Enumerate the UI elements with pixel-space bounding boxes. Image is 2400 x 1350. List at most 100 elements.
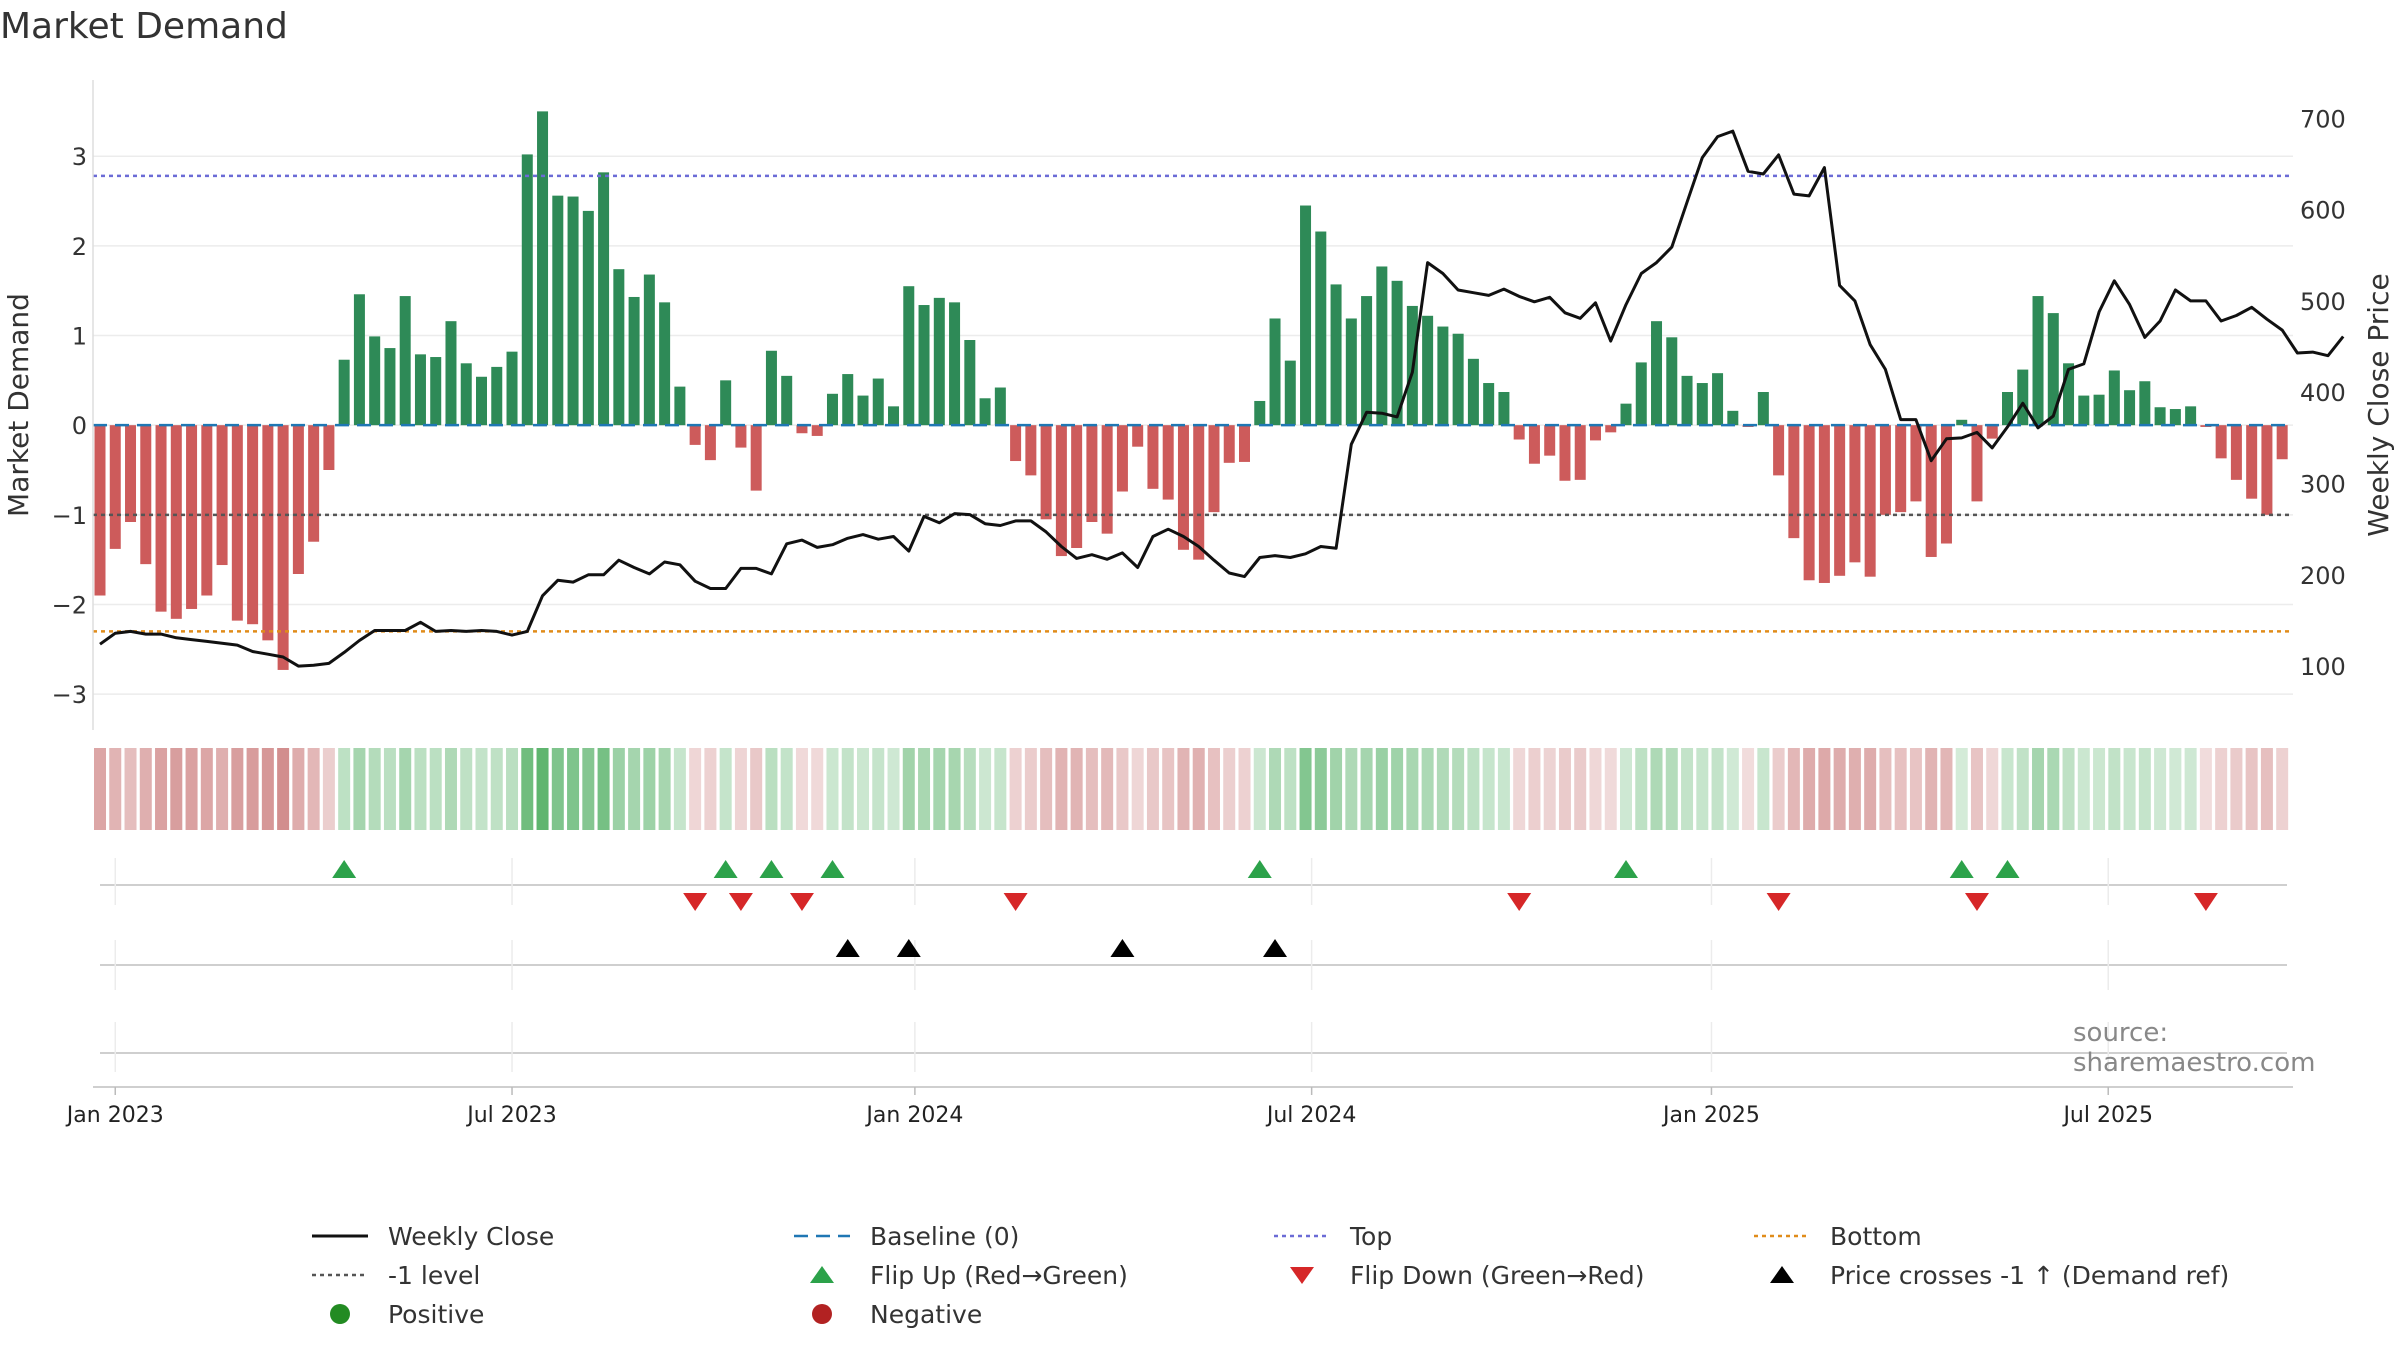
demand-bar-positive <box>2185 406 2197 426</box>
demand-bar-positive <box>476 376 487 426</box>
heat-cell <box>1101 748 1114 830</box>
demand-bar-negative <box>1788 425 1800 539</box>
y-right-tick-label: 700 <box>2300 105 2346 133</box>
y-tick-label: −2 <box>52 591 87 619</box>
heat-cell <box>2154 748 2167 830</box>
demand-bar-positive <box>1345 318 1357 426</box>
heat-cell <box>2230 748 2243 830</box>
demand-bar-negative <box>1803 425 1815 581</box>
heat-cell <box>765 748 778 830</box>
demand-bar-positive <box>598 172 610 426</box>
flip-up-marker <box>1614 860 1638 878</box>
demand-bar-positive <box>1498 392 1510 426</box>
heat-cell <box>994 748 1007 830</box>
reference-lines <box>93 174 2293 633</box>
heat-cell <box>811 748 824 830</box>
demand-bar-positive <box>1712 373 1724 426</box>
axes: 3 2 1 0 −1 −2 −3 700 600 500 400 300 200 100 Market De… <box>2 80 2395 730</box>
demand-bar-positive <box>430 357 442 426</box>
heat-cell <box>216 748 229 830</box>
demand-bar-positive <box>1467 358 1479 426</box>
demand-bar-positive <box>1254 400 1266 426</box>
demand-bar-positive <box>949 302 961 426</box>
demand-bar-positive <box>2093 394 2105 426</box>
heat-cell <box>795 748 808 830</box>
heat-cell <box>1558 748 1571 830</box>
demand-bar-positive <box>338 359 350 426</box>
heat-cell <box>2260 748 2273 830</box>
flip-up-marker <box>1949 860 1974 878</box>
heat-cell <box>429 748 442 830</box>
demand-bar-positive <box>1651 321 1663 426</box>
demand-bar-negative <box>1925 425 1937 557</box>
heat-cell <box>490 748 503 830</box>
heat-cell <box>1833 748 1846 830</box>
heat-cell <box>673 748 686 830</box>
demand-bar-positive <box>1666 337 1678 426</box>
demand-bar-positive <box>994 387 1006 426</box>
y-right-tick-label: 300 <box>2300 471 2346 499</box>
demand-bar-negative <box>750 425 762 491</box>
heat-cell <box>1024 748 1037 830</box>
heat-cell <box>414 748 427 830</box>
heat-cell <box>1269 748 1282 830</box>
heat-cell <box>124 748 137 830</box>
demand-bar-negative <box>1589 425 1601 441</box>
y-tick-label: 0 <box>72 412 87 440</box>
grid-lines <box>93 155 2293 695</box>
demand-bar-negative <box>2230 425 2242 480</box>
heat-cell <box>1131 748 1144 830</box>
demand-bar-negative <box>1147 425 1159 489</box>
heat-cell <box>628 748 641 830</box>
heat-cell <box>704 748 717 830</box>
demand-bar-positive <box>506 351 518 426</box>
demand-bar-positive <box>414 354 426 426</box>
heat-strip <box>94 748 2289 830</box>
demand-bar-positive <box>1757 392 1769 426</box>
demand-bar-negative <box>155 425 167 612</box>
demand-bar-positive <box>2002 392 2013 426</box>
demand-bar-positive <box>964 340 976 426</box>
y-tick-label: 2 <box>72 233 87 261</box>
heat-cell <box>292 748 305 830</box>
demand-bar-negative <box>1177 425 1189 550</box>
heat-cell <box>2199 748 2212 830</box>
heat-cell <box>1909 748 1922 830</box>
heat-cell <box>2001 748 2014 830</box>
demand-bar-negative <box>1513 425 1525 440</box>
demand-bar-negative <box>94 425 106 596</box>
demand-bar-negative <box>1208 425 1220 513</box>
demand-bar-positive <box>491 366 503 426</box>
heat-cell <box>734 748 747 830</box>
heat-cell <box>338 748 351 830</box>
heat-cell <box>551 748 564 830</box>
heat-cell <box>2077 748 2090 830</box>
demand-bar-negative <box>292 425 304 574</box>
demand-bar-positive <box>918 305 930 426</box>
demand-bar-negative <box>109 425 121 549</box>
heat-cell <box>1314 748 1327 830</box>
heat-cell <box>857 748 869 830</box>
heat-cell <box>521 748 534 830</box>
price-cross-marker <box>835 939 860 957</box>
heat-cell <box>1543 748 1556 830</box>
demand-bar-negative <box>2215 425 2227 459</box>
flip-up-marker <box>713 860 738 878</box>
heat-cell <box>322 748 335 830</box>
demand-bar-positive <box>2124 390 2136 426</box>
demand-bar-negative <box>308 425 320 542</box>
heat-cell <box>567 748 580 830</box>
y-axis-label: Market Demand <box>2 293 35 517</box>
heat-cell <box>1803 748 1816 830</box>
heat-cell <box>1360 748 1373 830</box>
heat-cell <box>1513 748 1526 830</box>
demand-bar-positive <box>445 321 457 426</box>
heat-cell <box>918 748 931 830</box>
heat-cell <box>399 748 412 830</box>
demand-bar-positive <box>582 210 594 426</box>
demand-bar-negative <box>704 425 716 461</box>
demand-bar-negative <box>1025 425 1037 476</box>
heat-cell <box>2123 748 2136 830</box>
flip-up-marker <box>332 860 357 878</box>
